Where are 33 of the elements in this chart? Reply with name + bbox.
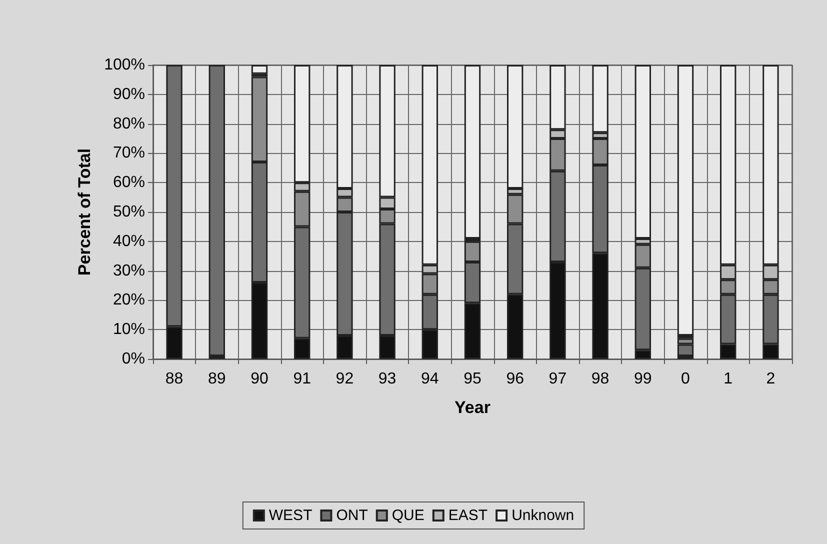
- x-tick-label: 92: [336, 370, 354, 388]
- y-tick-label: 60%: [112, 174, 145, 192]
- y-tick-label: 0%: [122, 350, 145, 368]
- y-tick-label: 80%: [112, 115, 145, 132]
- x-tick-label: 98: [591, 370, 610, 388]
- x-tick-label: 90: [250, 370, 268, 388]
- x-tick-label: 2: [766, 370, 776, 388]
- x-axis-title: Year: [454, 398, 491, 417]
- x-tick-label: 95: [464, 370, 482, 388]
- y-tick-label: 10%: [112, 321, 145, 338]
- x-tick-label: 99: [634, 370, 652, 388]
- y-axis-title: Percent of Total: [75, 148, 94, 276]
- x-tick-label: 91: [293, 370, 312, 388]
- x-tick-label: 88: [165, 370, 184, 388]
- x-tick-label: 97: [548, 370, 567, 388]
- y-tick-label: 100%: [104, 56, 145, 74]
- y-tick-label: 70%: [112, 144, 145, 162]
- legend-label: ONT: [336, 507, 368, 524]
- y-tick-label: 30%: [112, 262, 145, 280]
- x-tick-label: 94: [421, 370, 439, 388]
- y-tick-label: 40%: [112, 232, 145, 250]
- x-tick-label: 89: [208, 370, 226, 388]
- legend-label: QUE: [392, 507, 424, 524]
- x-tick-label: 93: [378, 370, 396, 388]
- legend-label: EAST: [448, 507, 488, 524]
- x-tick-label: 96: [506, 370, 524, 388]
- legend-label: WEST: [268, 507, 312, 524]
- y-tick-label: 50%: [112, 204, 145, 220]
- legend-label: Unknown: [512, 507, 574, 524]
- x-tick-label: 0: [681, 370, 690, 388]
- x-tick-label: 1: [724, 370, 733, 388]
- y-tick-label: 20%: [112, 292, 145, 309]
- y-tick-label: 90%: [112, 86, 145, 103]
